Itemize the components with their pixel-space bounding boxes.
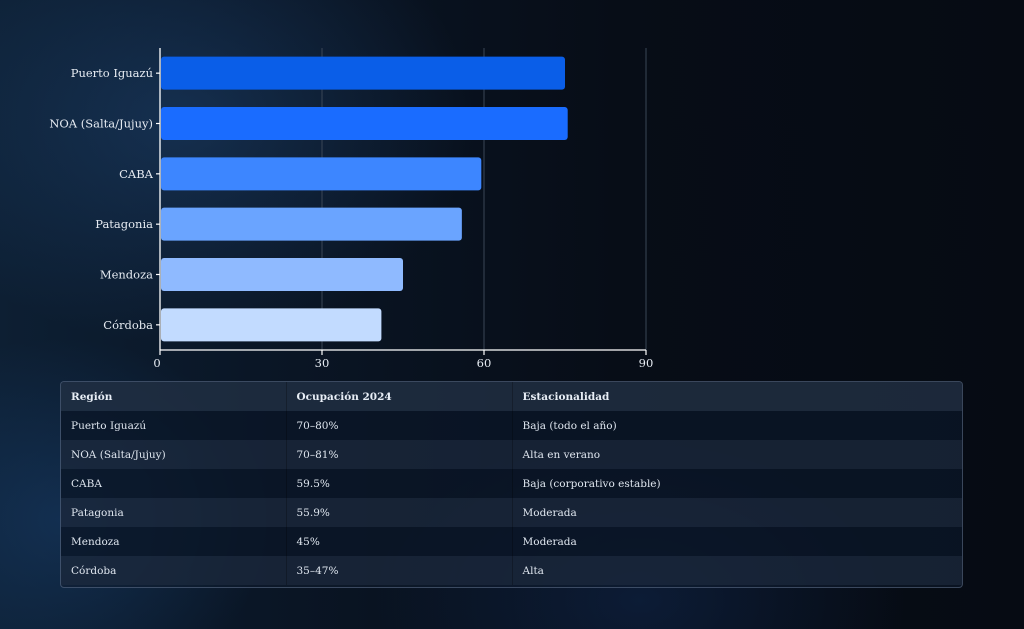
x-tick-label: 60 [477, 356, 492, 370]
header-region: Región [61, 382, 286, 411]
table-row: Puerto Iguazú 70–80% Baja (todo el año) [61, 411, 962, 440]
cell-seasonality: Moderada [511, 498, 962, 527]
table-row: Córdoba 35–47% Alta [61, 556, 962, 585]
category-label: Patagonia [95, 217, 153, 231]
cell-seasonality: Baja (todo el año) [511, 411, 962, 440]
cell-occupancy: 70–81% [285, 440, 512, 469]
cell-region: Córdoba [61, 556, 286, 585]
bar [161, 308, 382, 342]
table-row: NOA (Salta/Jujuy) 70–81% Alta en verano [61, 440, 962, 469]
cell-region: Mendoza [61, 527, 286, 556]
cell-seasonality: Moderada [511, 527, 962, 556]
category-label: Puerto Iguazú [71, 66, 153, 80]
category-label: NOA (Salta/Jujuy) [49, 117, 153, 131]
category-label: CABA [119, 167, 154, 181]
bar [161, 107, 568, 140]
occupancy-table: Región Ocupación 2024 Estacionalidad Pue… [60, 381, 963, 588]
occupancy-bar-chart: Puerto Iguazú NOA (Salta/Jujuy) CABA Patago… [49, 48, 654, 370]
bar [161, 258, 403, 291]
cell-occupancy: 35–47% [285, 556, 512, 585]
x-tick-label: 0 [153, 356, 160, 370]
cell-region: Puerto Iguazú [61, 411, 286, 440]
header-seasonality: Estacionalidad [511, 382, 962, 411]
cell-seasonality: Baja (corporativo estable) [511, 469, 962, 498]
category-label: Mendoza [100, 268, 153, 282]
table-header-row: Región Ocupación 2024 Estacionalidad [61, 382, 962, 411]
cell-seasonality: Alta en verano [511, 440, 962, 469]
cell-occupancy: 55.9% [285, 498, 512, 527]
header-occupancy: Ocupación 2024 [285, 382, 512, 411]
cell-occupancy: 70–80% [285, 411, 512, 440]
cell-seasonality: Alta [511, 556, 962, 585]
cell-region: NOA (Salta/Jujuy) [61, 440, 286, 469]
data-table: Región Ocupación 2024 Estacionalidad Pue… [61, 382, 962, 585]
x-tick-label: 90 [639, 356, 654, 370]
table-row: Mendoza 45% Moderada [61, 527, 962, 556]
cell-region: CABA [61, 469, 286, 498]
cell-region: Patagonia [61, 498, 286, 527]
cell-occupancy: 45% [285, 527, 512, 556]
x-tick-label: 30 [315, 356, 330, 370]
bar [161, 56, 565, 90]
cell-occupancy: 59.5% [285, 469, 512, 498]
table-row: Patagonia 55.9% Moderada [61, 498, 962, 527]
bar [161, 157, 482, 191]
category-label: Córdoba [103, 318, 153, 332]
table-row: CABA 59.5% Baja (corporativo estable) [61, 469, 962, 498]
bar [161, 207, 462, 241]
